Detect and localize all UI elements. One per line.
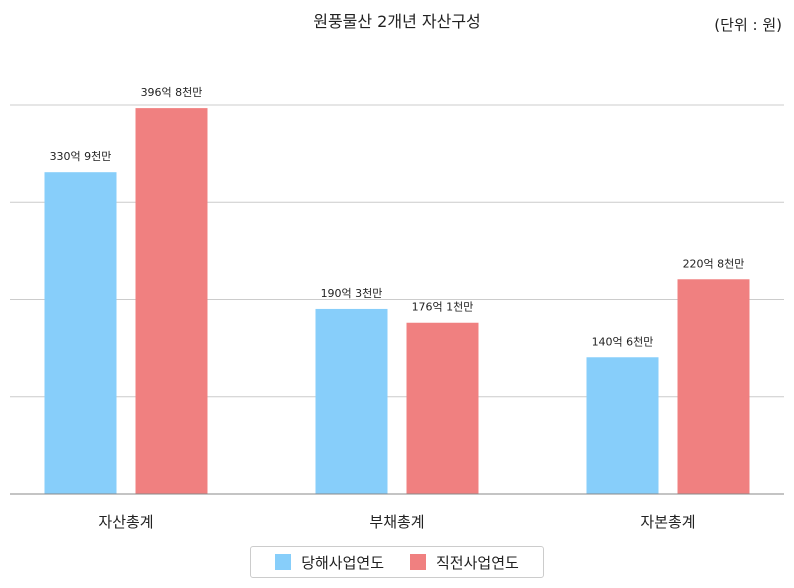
legend-item-current-year[interactable]: 당해사업연도 [275,552,384,573]
legend-swatch-current-year [275,554,292,570]
bar-current-year[interactable] [44,172,117,494]
bar-previous-year[interactable] [135,108,208,494]
data-label: 176억 1천만 [412,300,474,314]
legend-label-previous-year: 직전사업연도 [436,553,519,572]
legend-label-current-year: 당해사업연도 [301,553,384,572]
data-label: 396억 8천만 [141,85,203,99]
data-label: 220억 8천만 [683,256,745,270]
x-tick-label: 자본총계 [640,513,695,531]
x-tick-label: 자산총계 [98,513,153,531]
data-label: 330억 9천만 [50,149,112,163]
bar-previous-year[interactable] [406,322,479,494]
bar-previous-year[interactable] [677,279,750,494]
legend[interactable]: 당해사업연도 직전사업연도 [250,546,544,578]
bar-chart: 330억 9천만 190억 3천만 140억 6천만 396억 8천만 176억 1천만… [10,85,784,531]
unit-label: (단위 : 원) [714,16,782,34]
data-label: 190억 3천만 [321,286,383,300]
legend-item-previous-year[interactable]: 직전사업연도 [410,552,519,573]
data-label: 140억 6천만 [592,334,654,348]
bar-current-year[interactable] [315,308,388,494]
legend-swatch-previous-year [410,554,426,570]
chart-title: 원풍물산 2개년 자산구성 [313,12,481,31]
x-tick-label: 부채총계 [369,513,424,531]
bar-current-year[interactable] [586,357,659,494]
